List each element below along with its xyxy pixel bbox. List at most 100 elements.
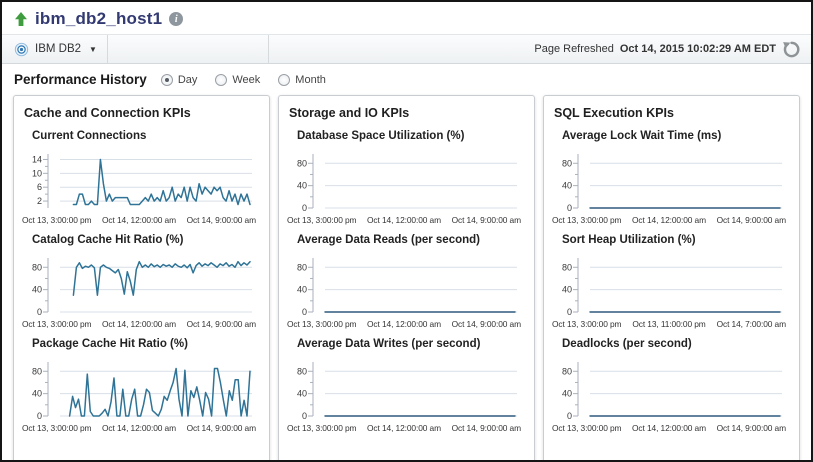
time-range-radio-group: Day Week Month [160,73,326,86]
chart-title: Deadlocks (per second) [562,338,692,350]
target-menu-ibm-db2[interactable]: IBM DB2 ▼ [12,35,107,63]
svg-text:40: 40 [562,285,572,295]
svg-text:40: 40 [32,285,42,295]
kpi-panels: Cache and Connection KPIs Current Connec… [13,95,800,460]
svg-text:80: 80 [297,366,307,376]
svg-text:80: 80 [562,366,572,376]
svg-text:80: 80 [562,262,572,272]
menubar: IBM DB2 ▼ Page Refreshed Oct 14, 2015 10… [2,34,811,64]
chart-module: Average Lock Wait Time (ms) 0 40 80 Oct 13, … [552,130,791,225]
svg-text:40: 40 [297,181,307,191]
svg-text:40: 40 [297,389,307,399]
radio-label: Week [232,73,261,86]
radio-button-icon[interactable] [160,73,173,86]
chart-title: Package Cache Hit Ratio (%) [32,338,188,350]
x-axis-label: Oct 14, 12:00:00 am [632,215,706,225]
target-bullseye-icon [14,42,29,56]
page-refreshed-group: Page Refreshed Oct 14, 2015 10:02:29 AM … [534,40,801,59]
panel-title: Cache and Connection KPIs [24,106,191,120]
refresh-icon[interactable] [782,40,801,59]
chart-plot[interactable]: 0 40 80 [552,254,786,318]
chart-plot[interactable]: 0 40 80 [287,150,521,214]
chart-module: Sort Heap Utilization (%) 0 40 80 Oct 13, 3:… [552,234,791,329]
chart-x-axis-labels: Oct 13, 3:00:00 pm Oct 14, 12:00:00 am Oct… [22,423,256,433]
chart-x-axis-labels: Oct 13, 3:00:00 pm Oct 14, 12:00:00 am Oct… [552,215,786,225]
x-axis-label: Oct 13, 3:00:00 pm [552,423,622,433]
panel-storage-and-io-kpis: Storage and IO KPIs Database Space Utili… [278,95,535,460]
chart-title: Sort Heap Utilization (%) [562,234,696,246]
x-axis-label: Oct 14, 7:00:00 am [716,319,786,329]
chart-plot[interactable]: 0 40 80 [287,358,521,422]
svg-text:80: 80 [32,366,42,376]
svg-text:0: 0 [302,307,307,317]
radio-week[interactable]: Week [215,73,261,86]
chart-plot[interactable]: 0 40 80 [552,150,786,214]
x-axis-label: Oct 13, 3:00:00 pm [287,319,357,329]
menubar-divider [106,35,108,63]
chart-plot[interactable]: 0 40 80 [22,358,256,422]
panel-sql-execution-kpis: SQL Execution KPIs Average Lock Wait Tim… [543,95,800,460]
svg-text:14: 14 [32,154,42,164]
page-refreshed-timestamp: Oct 14, 2015 10:02:29 AM EDT [619,43,776,55]
svg-text:0: 0 [567,307,572,317]
chart-x-axis-labels: Oct 13, 3:00:00 pm Oct 14, 12:00:00 am Oct… [552,423,786,433]
chart-x-axis-labels: Oct 13, 3:00:00 pm Oct 14, 12:00:00 am Oct… [22,319,256,329]
svg-text:0: 0 [37,307,42,317]
x-axis-label: Oct 14, 12:00:00 am [367,215,441,225]
radio-day[interactable]: Day [160,73,197,86]
x-axis-label: Oct 13, 3:00:00 pm [22,423,92,433]
x-axis-label: Oct 14, 9:00:00 am [186,215,256,225]
svg-text:0: 0 [567,411,572,421]
svg-text:80: 80 [297,158,307,168]
chart-module: Current Connections 2 6 10 14 Oct 13, 3:00:00… [22,130,261,225]
x-axis-label: Oct 13, 3:00:00 pm [287,215,357,225]
chart-title: Average Lock Wait Time (ms) [562,130,722,142]
performance-history-controls: Performance History Day Week Month [2,64,811,93]
target-menu-label: IBM DB2 [35,43,82,55]
svg-text:80: 80 [297,262,307,272]
chart-x-axis-labels: Oct 13, 3:00:00 pm Oct 14, 12:00:00 am Oct… [287,423,521,433]
panel-cache-and-connection-kpis: Cache and Connection KPIs Current Connec… [13,95,270,460]
page-title: ibm_db2_host1 [35,9,163,28]
svg-text:40: 40 [297,285,307,295]
x-axis-label: Oct 14, 12:00:00 am [102,423,176,433]
svg-text:80: 80 [562,158,572,168]
page-refreshed-label: Page Refreshed [534,43,614,55]
info-icon[interactable]: i [169,12,184,26]
svg-text:0: 0 [37,411,42,421]
x-axis-label: Oct 14, 12:00:00 am [367,319,441,329]
chart-module: Average Data Reads (per second) 0 40 80 Oct … [287,234,526,329]
x-axis-label: Oct 13, 11:00:00 pm [632,319,706,329]
up-arrow-icon [15,12,27,26]
chart-title: Average Data Reads (per second) [297,234,481,246]
radio-button-icon[interactable] [278,73,291,86]
svg-text:40: 40 [562,181,572,191]
x-axis-label: Oct 14, 9:00:00 am [186,319,256,329]
svg-text:6: 6 [37,182,42,192]
performance-history-title: Performance History [14,72,147,87]
chart-plot[interactable]: 2 6 10 14 [22,150,256,214]
svg-text:2: 2 [37,196,42,206]
page-header: ibm_db2_host1 i [2,2,811,34]
svg-text:40: 40 [32,389,42,399]
chart-plot[interactable]: 0 40 80 [287,254,521,318]
menubar-divider [267,35,269,63]
x-axis-label: Oct 14, 12:00:00 am [632,423,706,433]
x-axis-label: Oct 13, 3:00:00 pm [22,319,92,329]
svg-text:40: 40 [562,389,572,399]
chart-module: Package Cache Hit Ratio (%) 0 40 80 Oct 13, … [22,338,261,433]
chart-title: Current Connections [32,130,147,142]
x-axis-label: Oct 13, 3:00:00 pm [22,215,92,225]
chart-x-axis-labels: Oct 13, 3:00:00 pm Oct 14, 12:00:00 am Oct… [287,215,521,225]
radio-button-icon[interactable] [215,73,228,86]
chart-plot[interactable]: 0 40 80 [552,358,786,422]
chart-module: Deadlocks (per second) 0 40 80 Oct 13, 3:00:… [552,338,791,433]
x-axis-label: Oct 14, 9:00:00 am [451,319,521,329]
x-axis-label: Oct 14, 9:00:00 am [451,215,521,225]
svg-text:0: 0 [567,203,572,213]
svg-text:10: 10 [32,168,42,178]
radio-month[interactable]: Month [278,73,326,86]
x-axis-label: Oct 14, 12:00:00 am [102,319,176,329]
chart-plot[interactable]: 0 40 80 [22,254,256,318]
